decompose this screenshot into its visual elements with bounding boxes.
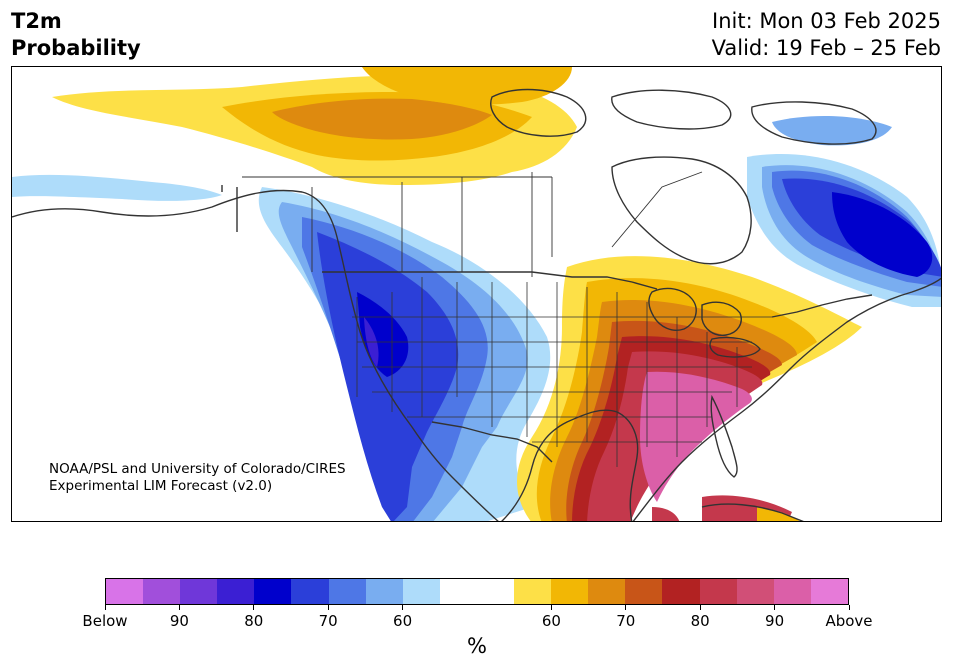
colorbar-tick-label: 90 xyxy=(169,612,189,630)
coastline-cuba xyxy=(701,503,804,521)
borders-layer xyxy=(12,88,941,521)
colorbar-tick-label: 60 xyxy=(393,612,413,630)
credit-line-2: Experimental LIM Forecast (v2.0) xyxy=(49,478,273,494)
colorbar-tick xyxy=(104,605,106,610)
probability-map xyxy=(12,67,941,521)
coastline-great-lakes xyxy=(648,287,761,358)
warm-shading-mexico-pink xyxy=(652,507,680,521)
coastline-hudson-bay xyxy=(611,156,752,265)
border-us-mexico xyxy=(431,421,553,463)
colorbar-tick-label: 70 xyxy=(318,612,338,630)
coastline-north-america xyxy=(12,189,941,521)
colorbar-tick xyxy=(178,605,180,610)
valid-dates: Valid: 19 Feb – 25 Feb xyxy=(711,36,941,60)
colorbar-cell xyxy=(254,579,292,604)
warm-anomaly-layer xyxy=(52,67,862,521)
colorbar-tick-label: Below xyxy=(82,612,128,630)
credit-text: NOAA/PSL and University of Colorado/CIRE… xyxy=(49,461,346,495)
colorbar-cell xyxy=(476,579,515,604)
colorbar-tick-label: 70 xyxy=(616,612,636,630)
map-panel xyxy=(11,66,942,522)
colorbar-cell xyxy=(588,579,626,604)
colorbar-cell xyxy=(439,579,477,604)
colorbar-tick xyxy=(550,605,552,610)
warm-shading-greenland xyxy=(362,67,572,105)
border-alaska xyxy=(221,185,238,232)
warm-shading-cuba-orange xyxy=(757,507,800,521)
colorbar-tick xyxy=(327,605,329,610)
border-us-canada xyxy=(322,271,873,318)
colorbar-cell xyxy=(810,579,848,604)
init-date: Init: Mon 03 Feb 2025 xyxy=(712,9,941,33)
colorbar-cell xyxy=(143,579,181,604)
colorbar-cell xyxy=(625,579,663,604)
title-block: T2m Probability xyxy=(11,8,141,62)
colorbar-tick-label: Above xyxy=(825,612,873,630)
colorbar-tick-label: 80 xyxy=(244,612,264,630)
credit-line-1: NOAA/PSL and University of Colorado/CIRE… xyxy=(49,461,346,477)
variable-title: T2m xyxy=(11,9,62,33)
warm-shading-arctic-orange xyxy=(272,98,492,140)
colorbar-cell xyxy=(291,579,329,604)
colorbar-tick xyxy=(253,605,255,610)
state-borders xyxy=(352,277,772,467)
cold-alaska-fringe xyxy=(12,174,222,201)
colorbar-cell xyxy=(365,579,403,604)
coastline-arctic-islands xyxy=(490,88,877,145)
product-title: Probability xyxy=(11,36,141,60)
colorbar-tick xyxy=(774,605,776,610)
colorbar-cell xyxy=(662,579,700,604)
cold-arctic-fringe xyxy=(772,115,892,146)
provincial-borders xyxy=(242,171,703,277)
colorbar-tick-label: 90 xyxy=(765,612,785,630)
colorbar-cell xyxy=(106,579,144,604)
coastline-florida xyxy=(710,394,738,478)
colorbar-tick xyxy=(402,605,404,610)
colorbar-unit: % xyxy=(467,634,487,658)
colorbar-tick-label: 60 xyxy=(541,612,561,630)
colorbar-cell xyxy=(402,579,440,604)
colorbar-cell xyxy=(514,579,552,604)
cold-core-east xyxy=(832,192,933,277)
cold-core-west xyxy=(357,292,409,377)
colorbar-cell xyxy=(180,579,218,604)
colorbar-tick-label: 80 xyxy=(690,612,710,630)
date-block: Init: Mon 03 Feb 2025 Valid: 19 Feb – 25… xyxy=(712,8,941,62)
warm-shading-south-pink xyxy=(640,371,752,502)
colorbar-cell xyxy=(736,579,774,604)
colorbar-tick xyxy=(848,605,850,610)
colorbar-cell xyxy=(551,579,589,604)
colorbar-cell xyxy=(328,579,366,604)
colorbar-tick xyxy=(699,605,701,610)
colorbar-tick xyxy=(625,605,627,610)
colorbar-cell xyxy=(699,579,737,604)
colorbar xyxy=(105,578,849,605)
colorbar-cell xyxy=(773,579,811,604)
colorbar-cell xyxy=(217,579,255,604)
